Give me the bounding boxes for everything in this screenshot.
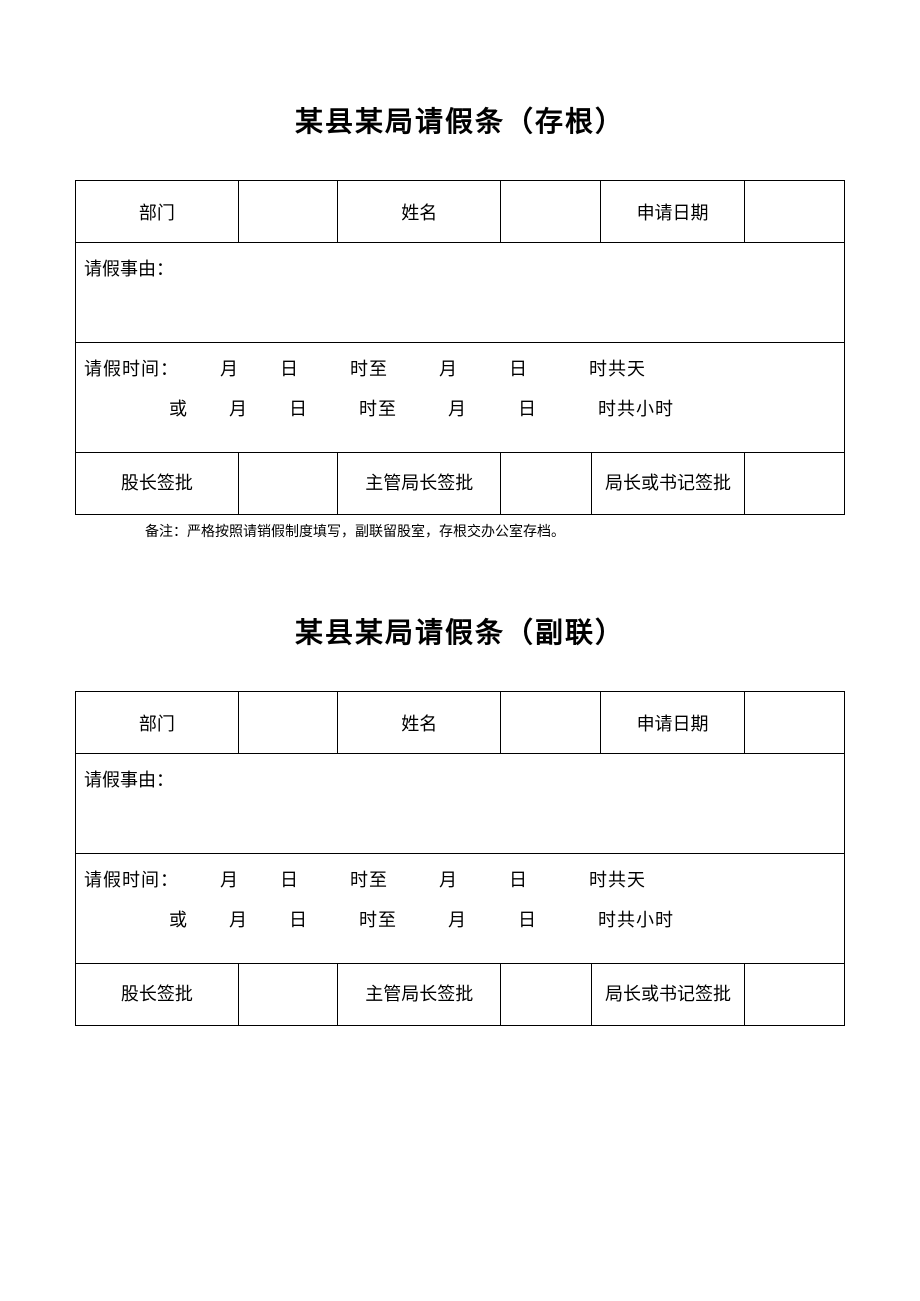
name-value[interactable] — [501, 181, 601, 243]
time-month2: 月 — [439, 359, 458, 379]
approval1-label: 股长签批 — [76, 453, 239, 515]
approval2-value[interactable] — [501, 964, 591, 1026]
time-day2: 日 — [509, 870, 528, 890]
date-value[interactable] — [745, 692, 845, 754]
approval2-value[interactable] — [501, 453, 591, 515]
time-prefix: 请假时间： — [84, 870, 179, 890]
reason-cell[interactable]: 请假事由： — [76, 243, 845, 343]
form2-approval-row: 股长签批 主管局长签批 局长或书记签批 — [76, 964, 845, 1026]
time-line-2: 或 月 日 时至 月 日 时共小时 — [84, 906, 836, 932]
dept-label: 部门 — [76, 692, 239, 754]
reason-label: 请假事由： — [84, 259, 174, 279]
approval3-label: 局长或书记签批 — [591, 964, 745, 1026]
form2-table: 部门 姓名 申请日期 请假事由： 请假时间： 月 日 时至 — [75, 691, 845, 1026]
time2-total-hours: 时共小时 — [598, 910, 674, 930]
time-or: 或 — [169, 399, 188, 419]
form1-approval-row: 股长签批 主管局长签批 局长或书记签批 — [76, 453, 845, 515]
form2-title: 某县某局请假条（副联） — [75, 611, 845, 651]
time-month2: 月 — [439, 870, 458, 890]
time2-day1: 日 — [289, 399, 308, 419]
approval3-value[interactable] — [745, 453, 845, 515]
time-month1: 月 — [220, 870, 239, 890]
time-or: 或 — [169, 910, 188, 930]
date-label: 申请日期 — [600, 181, 745, 243]
approval1-label: 股长签批 — [76, 964, 239, 1026]
time-prefix: 请假时间： — [84, 359, 179, 379]
approval3-label: 局长或书记签批 — [591, 453, 745, 515]
time-total-days: 时共天 — [589, 870, 646, 890]
time2-total-hours: 时共小时 — [598, 399, 674, 419]
time2-month2: 月 — [448, 910, 467, 930]
time2-month1: 月 — [229, 399, 248, 419]
name-label: 姓名 — [338, 181, 501, 243]
time-cell[interactable]: 请假时间： 月 日 时至 月 日 时共天 或 月 — [76, 343, 845, 453]
form1-title: 某县某局请假条（存根） — [75, 100, 845, 140]
time-line-1: 请假时间： 月 日 时至 月 日 时共天 — [84, 866, 836, 892]
time2-month2: 月 — [448, 399, 467, 419]
date-label: 申请日期 — [600, 692, 745, 754]
time-total-days: 时共天 — [589, 359, 646, 379]
time-day2: 日 — [509, 359, 528, 379]
approval2-label: 主管局长签批 — [338, 964, 501, 1026]
time-day1: 日 — [280, 870, 299, 890]
time-day1: 日 — [280, 359, 299, 379]
time2-day1: 日 — [289, 910, 308, 930]
form1-time-row: 请假时间： 月 日 时至 月 日 时共天 或 月 — [76, 343, 845, 453]
time2-to: 时至 — [359, 910, 397, 930]
form1-table: 部门 姓名 申请日期 请假事由： 请假时间： 月 日 时至 — [75, 180, 845, 515]
approval1-value[interactable] — [238, 453, 338, 515]
time2-to: 时至 — [359, 399, 397, 419]
reason-label: 请假事由： — [84, 770, 174, 790]
form2-reason-row: 请假事由： — [76, 754, 845, 854]
time2-day2: 日 — [518, 399, 537, 419]
leave-form-stub: 某县某局请假条（存根） 部门 姓名 申请日期 请假事由： 请假时间： 月 日 — [75, 100, 845, 541]
time-month1: 月 — [220, 359, 239, 379]
time2-day2: 日 — [518, 910, 537, 930]
form2-time-row: 请假时间： 月 日 时至 月 日 时共天 或 月 — [76, 854, 845, 964]
name-value[interactable] — [501, 692, 601, 754]
reason-cell[interactable]: 请假事由： — [76, 754, 845, 854]
approval1-value[interactable] — [238, 964, 338, 1026]
time2-month1: 月 — [229, 910, 248, 930]
leave-form-copy: 某县某局请假条（副联） 部门 姓名 申请日期 请假事由： 请假时间： 月 日 — [75, 611, 845, 1026]
dept-value[interactable] — [238, 692, 338, 754]
time-to: 时至 — [350, 870, 388, 890]
form1-row-header: 部门 姓名 申请日期 — [76, 181, 845, 243]
date-value[interactable] — [745, 181, 845, 243]
time-line-2: 或 月 日 时至 月 日 时共小时 — [84, 395, 836, 421]
time-cell[interactable]: 请假时间： 月 日 时至 月 日 时共天 或 月 — [76, 854, 845, 964]
time-line-1: 请假时间： 月 日 时至 月 日 时共天 — [84, 355, 836, 381]
dept-value[interactable] — [238, 181, 338, 243]
form2-row-header: 部门 姓名 申请日期 — [76, 692, 845, 754]
approval3-value[interactable] — [745, 964, 845, 1026]
name-label: 姓名 — [338, 692, 501, 754]
approval2-label: 主管局长签批 — [338, 453, 501, 515]
time-to: 时至 — [350, 359, 388, 379]
dept-label: 部门 — [76, 181, 239, 243]
form1-footnote: 备注：严格按照请销假制度填写，副联留股室，存根交办公室存档。 — [75, 521, 845, 541]
form1-reason-row: 请假事由： — [76, 243, 845, 343]
